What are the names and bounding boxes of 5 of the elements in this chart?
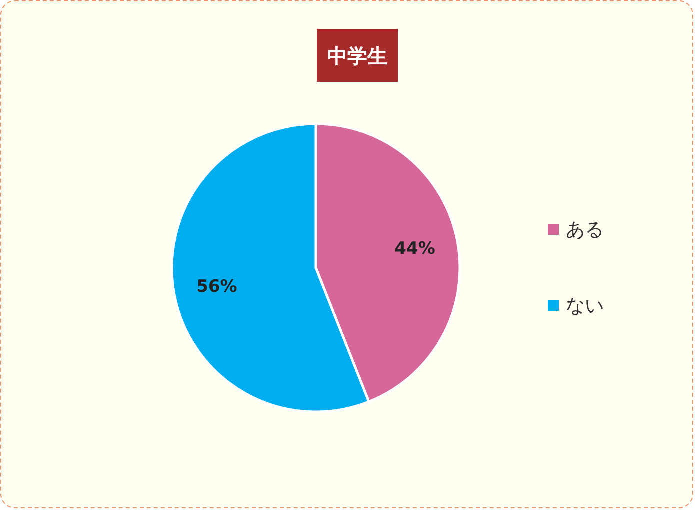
chart-title: 中学生	[328, 44, 388, 68]
data-label: 56%	[196, 276, 238, 297]
data-label: 44%	[394, 239, 436, 260]
legend-label: ない	[566, 295, 604, 317]
legend-label: ある	[566, 219, 604, 241]
